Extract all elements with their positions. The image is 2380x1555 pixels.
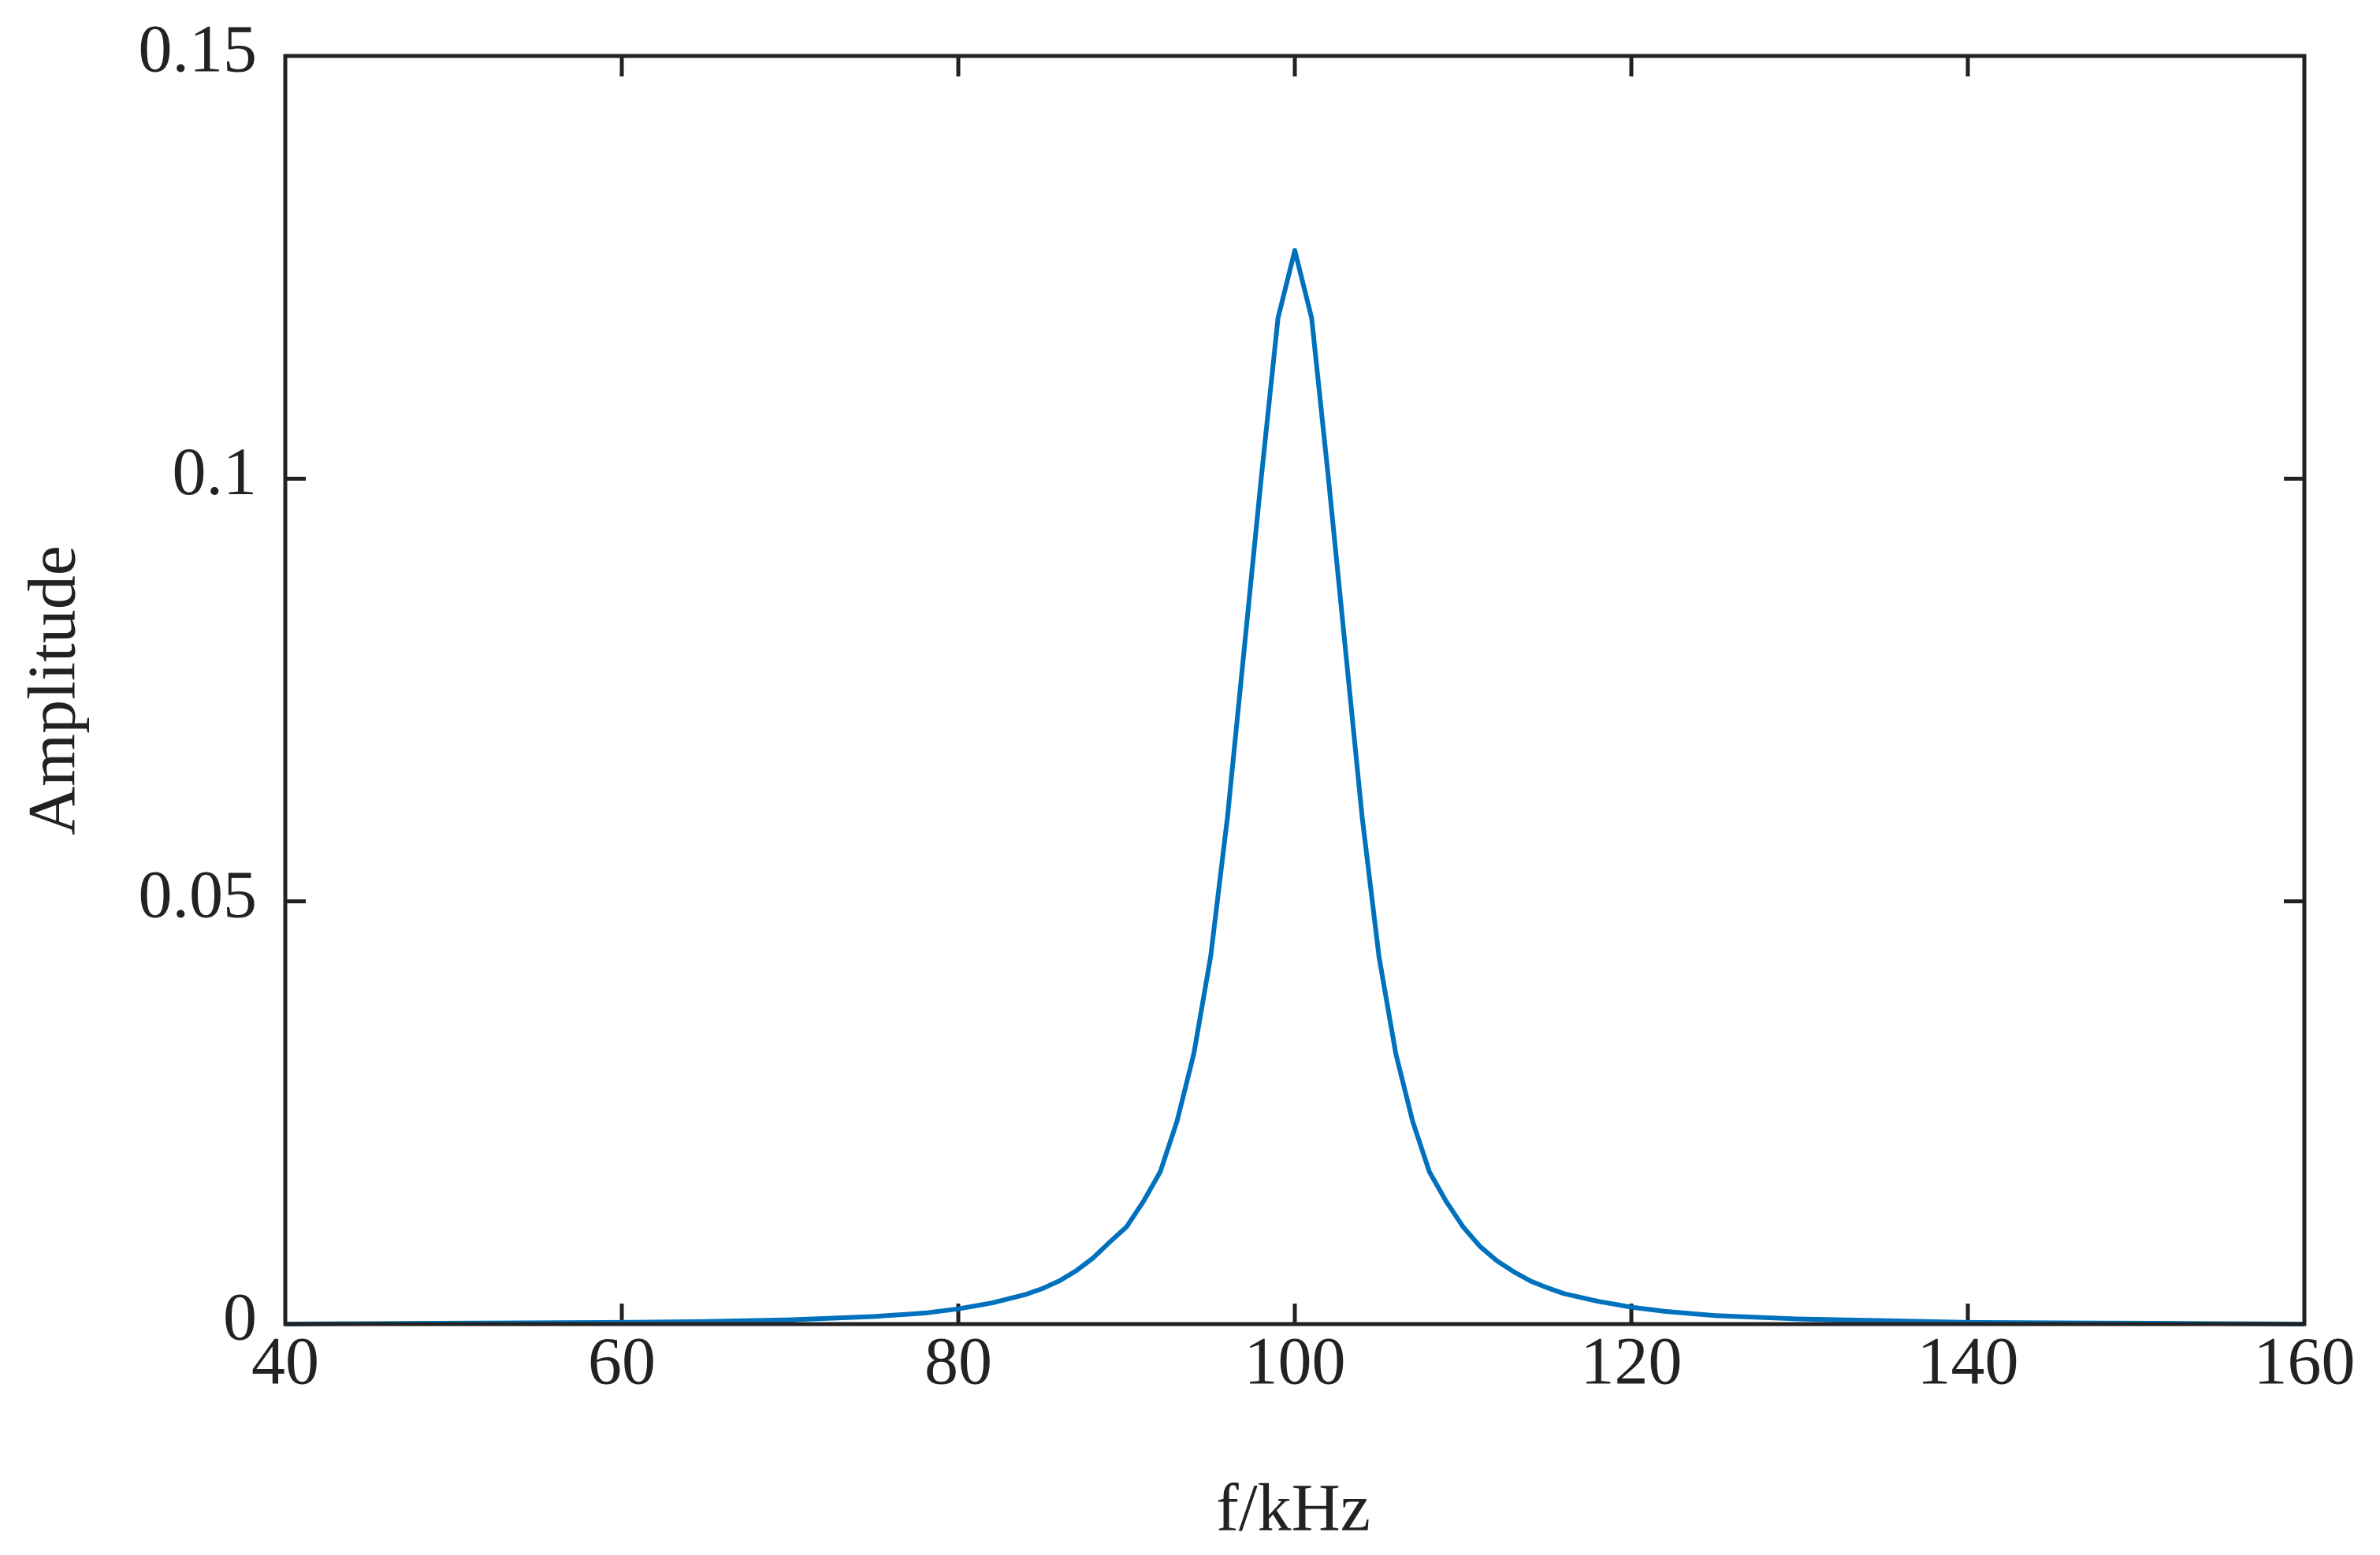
y-tick-label: 0.1 <box>173 433 258 509</box>
y-tick-label: 0.05 <box>139 856 258 932</box>
x-tick-label: 100 <box>1244 1323 1346 1399</box>
data-line <box>284 247 2305 1326</box>
x-axis-label: f/kHz <box>1216 1470 1370 1546</box>
x-tick-label: 120 <box>1581 1323 1683 1399</box>
x-tick-label: 160 <box>2254 1323 2356 1399</box>
y-axis-label: Amplitude <box>14 545 90 835</box>
y-tick-label: 0.15 <box>139 11 258 87</box>
x-tick-label: 60 <box>588 1323 656 1399</box>
x-tick-label: 140 <box>1917 1323 2019 1399</box>
y-tick-label: 0 <box>223 1279 257 1355</box>
x-tick-label: 40 <box>251 1323 319 1399</box>
x-tick-label: 80 <box>924 1323 992 1399</box>
plot-frame <box>283 54 2307 1326</box>
